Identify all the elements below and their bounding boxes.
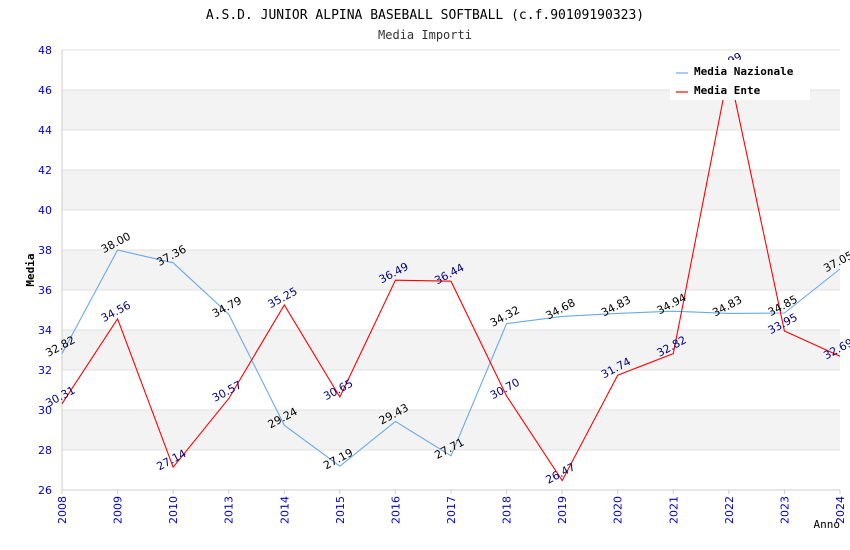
- series-line-media-nazionale: [61, 249, 841, 467]
- y-tick-label: 46: [38, 84, 52, 97]
- x-tick-label: 2018: [501, 496, 514, 524]
- legend-label-media-nazionale: Media Nazionale: [694, 65, 794, 78]
- legend: Media Nazionale Media Ente: [670, 60, 810, 100]
- plot-band: [62, 250, 840, 290]
- legend-label-media-ente: Media Ente: [694, 84, 761, 97]
- y-tick-label: 40: [38, 204, 52, 217]
- x-tick-label: 2010: [167, 496, 180, 524]
- plot-band: [62, 290, 840, 330]
- y-axis-ticks: 26 28 30 32 34 36 38 40 42 44 46 48: [38, 44, 52, 497]
- x-axis-title: Anno: [814, 518, 841, 531]
- plot-band: [62, 130, 840, 170]
- x-tick-label: 2009: [112, 496, 125, 524]
- y-tick-label: 48: [38, 44, 52, 57]
- x-tick-label: 2013: [223, 496, 236, 524]
- y-tick-label: 34: [38, 324, 52, 337]
- y-tick-label: 32: [38, 364, 52, 377]
- y-tick-label: 28: [38, 444, 52, 457]
- plot-bands: [62, 50, 840, 490]
- x-tick-label: 2021: [667, 496, 680, 524]
- x-tick-label: 2019: [556, 496, 569, 524]
- x-axis-ticks: 2008 2009 2010 2013 2014 2015 2016 2017 2018 2019…: [56, 490, 847, 524]
- x-tick-label: 2020: [612, 496, 625, 524]
- x-tick-label: 2008: [56, 496, 69, 524]
- legend-box: [670, 60, 810, 100]
- y-tick-label: 36: [38, 284, 52, 297]
- y-tick-label: 42: [38, 164, 52, 177]
- x-tick-label: 2017: [445, 496, 458, 524]
- y-tick-label: 44: [38, 124, 52, 137]
- y-tick-label: 26: [38, 484, 52, 497]
- plot-band: [62, 410, 840, 450]
- y-axis-title: Media: [24, 253, 37, 286]
- series-line-media-ente: [61, 70, 841, 482]
- y-tick-label: 30: [38, 404, 52, 417]
- plot-band: [62, 170, 840, 210]
- chart-title: A.S.D. JUNIOR ALPINA BASEBALL SOFTBALL (…: [206, 8, 644, 23]
- x-tick-label: 2015: [334, 496, 347, 524]
- chart-subtitle: Media Importi: [378, 28, 472, 42]
- plot-band: [62, 370, 840, 410]
- y-tick-label: 38: [38, 244, 52, 257]
- series-lines: [61, 70, 841, 482]
- x-tick-label: 2023: [778, 496, 791, 524]
- plot-band: [62, 210, 840, 250]
- x-tick-label: 2016: [389, 496, 402, 524]
- plot-band: [62, 330, 840, 370]
- x-tick-label: 2022: [723, 496, 736, 524]
- x-tick-label: 2024: [834, 496, 847, 524]
- plot-band: [62, 450, 840, 490]
- x-tick-label: 2014: [278, 496, 291, 524]
